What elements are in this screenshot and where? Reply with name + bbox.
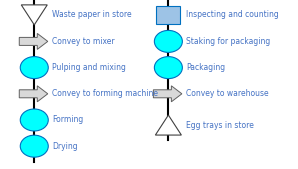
Ellipse shape <box>154 30 182 52</box>
Text: Pulping and mixing: Pulping and mixing <box>52 63 126 72</box>
FancyBboxPatch shape <box>156 6 180 24</box>
Polygon shape <box>155 115 181 135</box>
Ellipse shape <box>20 109 48 131</box>
Text: Convey to mixer: Convey to mixer <box>52 37 115 46</box>
Polygon shape <box>21 5 47 25</box>
Text: Egg trays in store: Egg trays in store <box>186 120 254 130</box>
Text: Drying: Drying <box>52 142 78 151</box>
FancyArrow shape <box>153 86 182 102</box>
Ellipse shape <box>20 57 48 79</box>
Text: Convey to forming machine: Convey to forming machine <box>52 89 158 98</box>
Text: Convey to warehouse: Convey to warehouse <box>186 89 269 98</box>
Text: Staking for packaging: Staking for packaging <box>186 37 271 46</box>
Ellipse shape <box>20 135 48 157</box>
Text: Waste paper in store: Waste paper in store <box>52 10 132 19</box>
Ellipse shape <box>154 57 182 79</box>
Text: Packaging: Packaging <box>186 63 226 72</box>
Text: Inspecting and counting: Inspecting and counting <box>186 10 279 19</box>
FancyArrow shape <box>19 33 48 49</box>
Text: Forming: Forming <box>52 115 83 125</box>
FancyArrow shape <box>19 86 48 102</box>
